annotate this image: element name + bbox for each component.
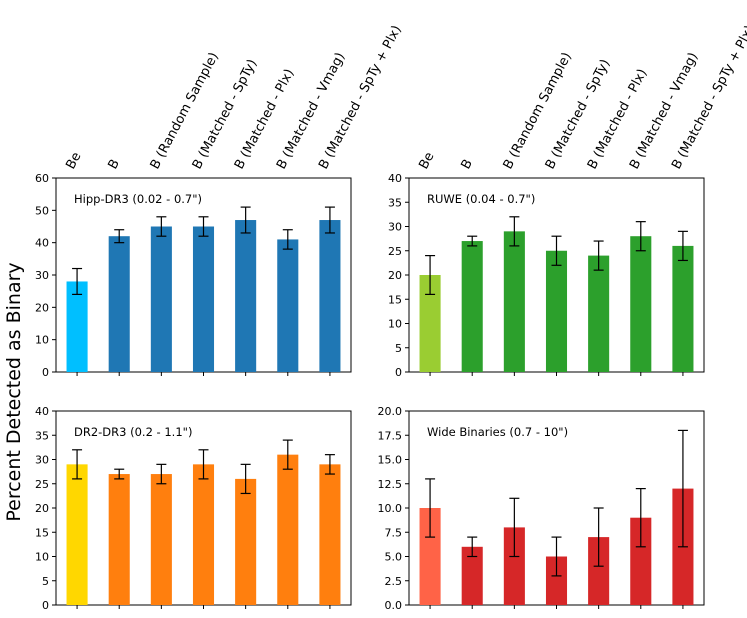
category-label: B (Matched - SpTy + Plx) xyxy=(316,23,405,172)
y-tick-label: 15 xyxy=(388,293,402,306)
panel-title: RUWE (0.04 - 0.7") xyxy=(427,192,535,206)
y-tick-label: 20 xyxy=(388,269,402,282)
y-tick-label: 50 xyxy=(35,204,49,217)
y-tick-label: 30 xyxy=(388,221,402,234)
y-tick-label: 15.0 xyxy=(378,454,403,467)
bar xyxy=(461,241,483,372)
y-tick-label: 25 xyxy=(388,245,402,258)
y-tick-label: 20 xyxy=(35,502,49,515)
y-tick-label: 12.5 xyxy=(378,478,403,491)
y-tick-label: 10.0 xyxy=(378,502,403,515)
category-label: B xyxy=(106,157,123,172)
bar xyxy=(235,220,257,372)
y-tick-label: 35 xyxy=(35,429,49,442)
panel-wide-binaries: 0.0 2.5 5.0 7.5 10.0 12.5 15.0 17.5 20.0 Wide Bin… xyxy=(378,405,705,612)
bar xyxy=(108,474,130,605)
y-tick-label: 2.5 xyxy=(385,575,403,588)
y-tick-label: 17.5 xyxy=(378,429,403,442)
y-tick-label: 20 xyxy=(35,301,49,314)
y-tick-label: 40 xyxy=(35,237,49,250)
y-tick-label: 20.0 xyxy=(378,405,403,418)
bar xyxy=(672,245,694,372)
bar xyxy=(588,255,610,372)
bar xyxy=(235,478,257,605)
category-label: Be xyxy=(416,150,437,172)
y-tick-label: 40 xyxy=(388,172,402,185)
bar xyxy=(192,464,215,605)
y-tick-label: 0 xyxy=(42,366,49,379)
bar xyxy=(277,454,299,605)
bar xyxy=(192,226,215,372)
category-label: B (Matched - SpTy + Plx) xyxy=(669,23,747,172)
y-tick-label: 0 xyxy=(42,599,49,612)
bar xyxy=(545,250,568,372)
y-tick-label: 40 xyxy=(35,405,49,418)
y-tick-label: 35 xyxy=(388,196,402,209)
bar xyxy=(545,556,568,605)
bar xyxy=(588,537,610,605)
figure-ylabel: Percent Detected as Binary xyxy=(3,262,25,521)
bar xyxy=(66,464,88,605)
y-tick-label: 10 xyxy=(388,318,402,331)
y-tick-label: 5 xyxy=(42,575,49,588)
y-tick-label: 30 xyxy=(35,454,49,467)
y-tick-label: 0.0 xyxy=(385,599,403,612)
bar xyxy=(419,275,441,372)
bar xyxy=(419,508,441,605)
bar xyxy=(630,236,652,372)
bar xyxy=(503,231,525,372)
bar xyxy=(461,546,483,605)
y-tick-label: 25 xyxy=(35,478,49,491)
bar xyxy=(66,281,88,372)
bar xyxy=(503,527,525,605)
panel-title: Hipp-DR3 (0.02 - 0.7") xyxy=(74,192,202,206)
y-tick-label: 10 xyxy=(35,334,49,347)
y-tick-label: 0 xyxy=(395,366,402,379)
bar xyxy=(150,474,172,605)
bar xyxy=(150,226,172,372)
y-tick-label: 10 xyxy=(35,551,49,564)
bar xyxy=(108,236,130,372)
category-label: B xyxy=(459,157,476,172)
y-tick-label: 30 xyxy=(35,269,49,282)
category-label: Be xyxy=(63,150,84,172)
panel-title: DR2-DR3 (0.2 - 1.1") xyxy=(74,425,192,439)
panel-dr2-dr3: 0 5 10 15 20 25 30 35 40 DR2-DR3 (0.2 - 1.1") xyxy=(35,405,352,612)
bar xyxy=(319,464,341,605)
y-tick-label: 5 xyxy=(395,342,402,355)
y-tick-label: 15 xyxy=(35,526,49,539)
panel-title: Wide Binaries (0.7 - 10") xyxy=(427,425,568,439)
bar xyxy=(630,517,652,605)
y-tick-label: 60 xyxy=(35,172,49,185)
y-tick-label: 7.5 xyxy=(385,526,403,539)
bar xyxy=(319,220,341,372)
y-tick-label: 5.0 xyxy=(385,551,403,564)
bar xyxy=(277,239,299,372)
